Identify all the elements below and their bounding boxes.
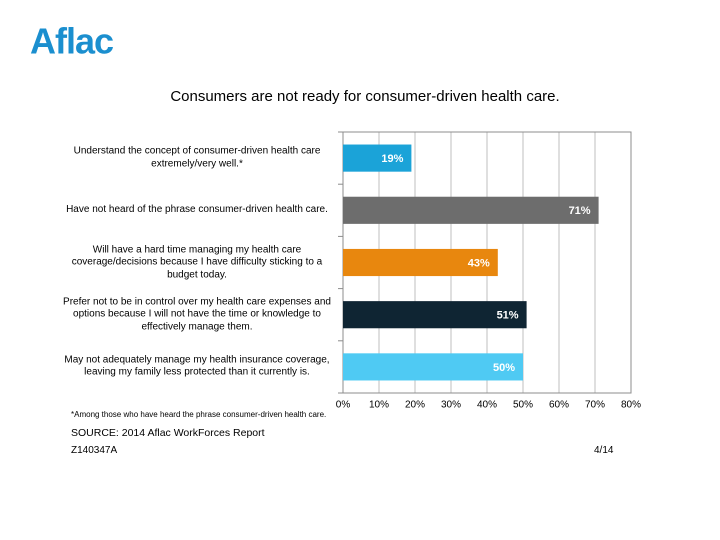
x-tick-label: 40%	[477, 400, 497, 411]
value-label: 51%	[497, 310, 519, 322]
bar	[343, 248, 498, 277]
category-label: Will have a hard time managing my health…	[71, 243, 323, 280]
x-tick-label: 10%	[369, 400, 389, 411]
bar	[343, 301, 527, 329]
category-label: May not adequately manage my health insu…	[64, 354, 330, 378]
chart-title: Consumers are not ready for consumer-dri…	[170, 88, 559, 105]
bar	[343, 144, 412, 172]
x-tick-label: 70%	[585, 400, 605, 411]
source: SOURCE: 2014 Aflac WorkForces Report	[71, 427, 265, 439]
x-tick-label: 50%	[513, 400, 533, 411]
date: 4/14	[594, 445, 614, 456]
x-tick-label: 0%	[336, 400, 351, 411]
category-label: Have not heard of the phrase consumer-dr…	[66, 204, 328, 216]
x-tick-label: 80%	[621, 400, 641, 411]
bar	[343, 196, 599, 224]
x-tick-label: 20%	[405, 400, 425, 411]
category-label: Understand the concept of consumer-drive…	[73, 145, 321, 170]
value-label: 43%	[468, 257, 490, 269]
value-label: 50%	[493, 362, 515, 374]
code: Z140347A	[71, 445, 118, 456]
logo: Aflac	[30, 21, 113, 62]
x-tick-label: 30%	[441, 400, 461, 411]
value-label: 71%	[569, 205, 591, 217]
category-label: Prefer not to be in control over my heal…	[63, 295, 331, 332]
bar	[343, 353, 523, 381]
footnote: *Among those who have heard the phrase c…	[71, 410, 327, 419]
value-label: 19%	[381, 153, 403, 165]
x-tick-label: 60%	[549, 400, 569, 411]
